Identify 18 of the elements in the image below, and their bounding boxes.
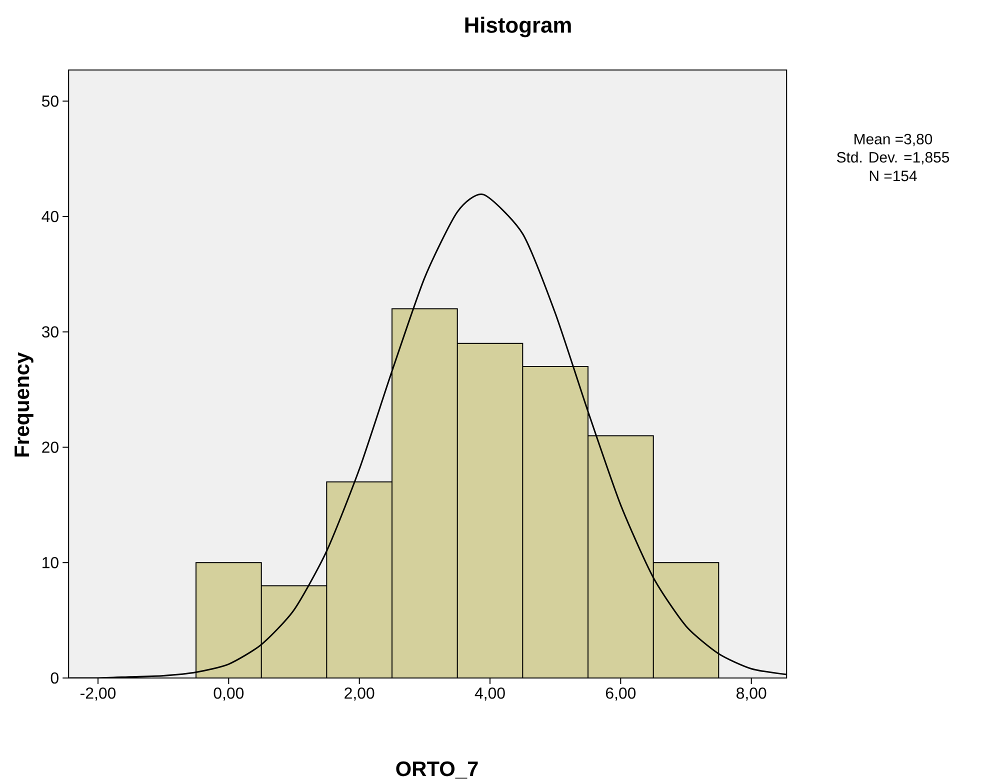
text: Mean =3,80 [854, 134, 932, 146]
text: N =154 [870, 170, 917, 182]
y-tick-label: 30 [42, 326, 58, 338]
text: Std. Dev. =1,855 [836, 152, 950, 164]
y-tick-label: 40 [42, 210, 58, 222]
x-tick-label: 4,00 [474, 688, 505, 701]
x-tick-label: 0,00 [214, 688, 244, 701]
y-axis-title: Frequency [14, 352, 34, 456]
chart-title: Histogram [465, 16, 571, 38]
x-tick-label: 6,00 [606, 688, 636, 701]
x-tick-label: 8,00 [736, 688, 766, 701]
y-tick-label: 20 [42, 442, 58, 453]
x-tick-label: 2,00 [344, 688, 374, 701]
y-tick-label: 0 [50, 672, 58, 684]
y-tick-label: 10 [42, 556, 58, 568]
x-tick-label: -2,00 [80, 688, 116, 701]
x-axis-title: ORTO_7 [396, 761, 478, 779]
y-tick-label: 50 [42, 96, 58, 107]
